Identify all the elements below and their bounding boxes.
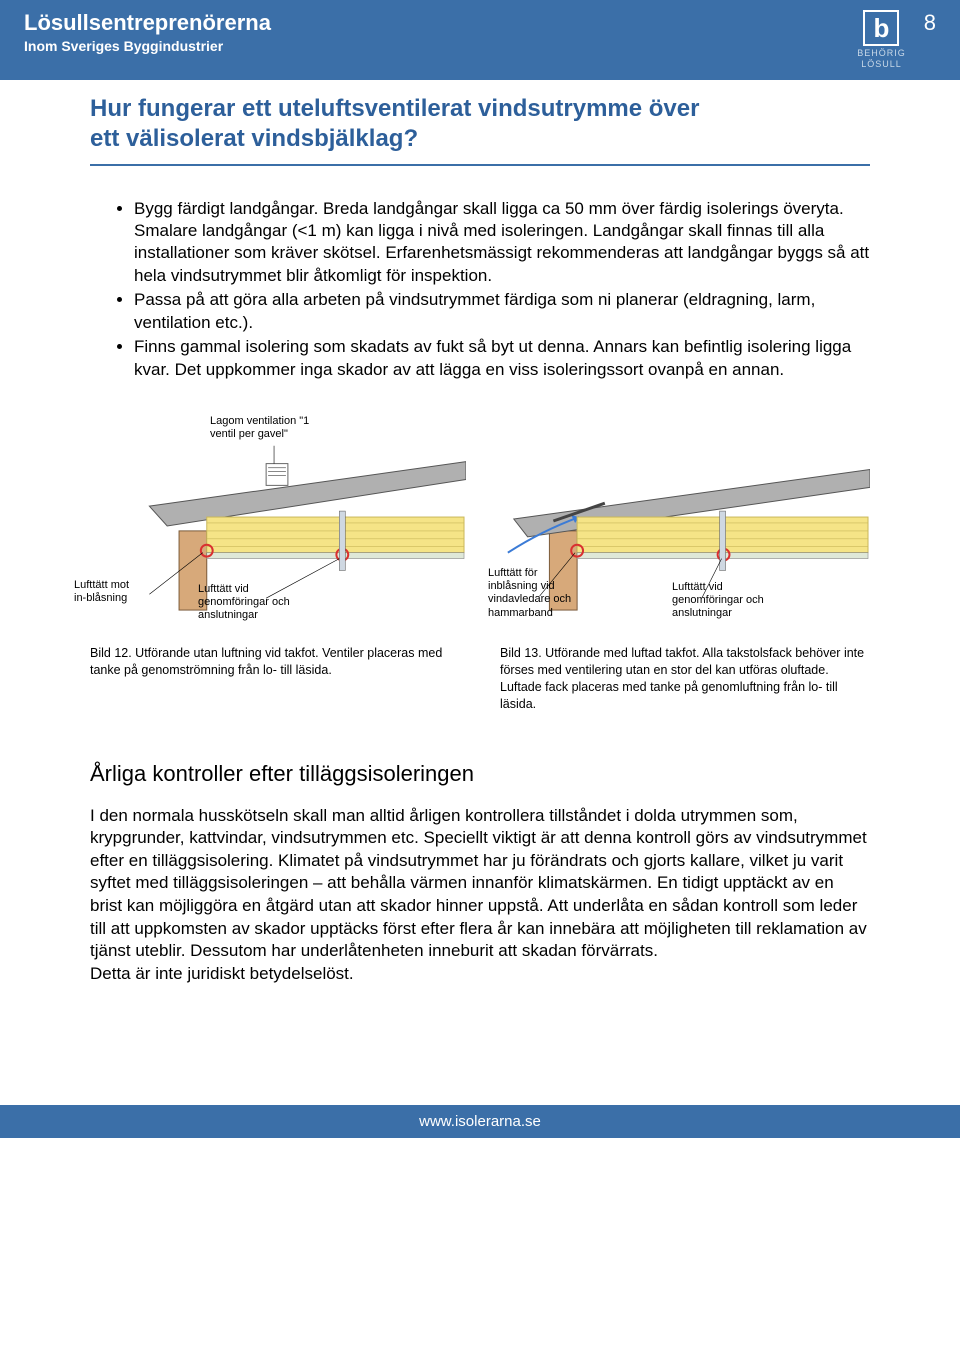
fig-left-annot-br: Lufttätt vid genomföringar och anslutnin… (198, 583, 308, 623)
header-bar: Lösullsentreprenörerna Inom Sveriges Byg… (0, 0, 960, 80)
bullet-item: Passa på att göra alla arbeten på vindsu… (134, 289, 870, 334)
caption-left: Bild 12. Utförande utan luftning vid tak… (90, 645, 460, 713)
header-right: b BEHÖRIG LÖSULL 8 (857, 10, 936, 70)
header-subtitle: Inom Sveriges Byggindustrier (24, 38, 271, 54)
bullet-item: Bygg färdigt landgångar. Breda landgånga… (134, 198, 870, 288)
logo-line1: BEHÖRIG (857, 48, 906, 58)
logo-line2: LÖSULL (861, 59, 902, 69)
section-title-line1: Hur fungerar ett uteluftsventilerat vind… (90, 95, 699, 122)
figure-right: Lufttätt för inblåsning vid vindavledare… (494, 421, 870, 621)
fig-right-annot-br: Lufttätt vid genomföringar och anslutnin… (672, 581, 782, 621)
section-title-line2: ett välisolerat vindsbjälklag? (90, 125, 418, 152)
logo-icon: b (863, 10, 899, 46)
header-title: Lösullsentreprenörerna (24, 10, 271, 36)
subsection-heading: Årliga kontroller efter tilläggsisolerin… (90, 761, 870, 787)
page-content: Hur fungerar ett uteluftsventilerat vind… (0, 80, 960, 1016)
fig-right-annot-bl: Lufttätt för inblåsning vid vindavledare… (488, 567, 580, 620)
bullet-list: Bygg färdigt landgångar. Breda landgånga… (90, 198, 870, 382)
logo-text: BEHÖRIG LÖSULL (857, 48, 906, 70)
figures-row: Lagom ventilation "1 ventil per gavel" (90, 421, 870, 621)
bullet-item: Finns gammal isolering som skadats av fu… (134, 336, 870, 381)
section-title: Hur fungerar ett uteluftsventilerat vind… (90, 94, 870, 154)
logo: b BEHÖRIG LÖSULL (857, 10, 906, 70)
body-paragraph: I den normala husskötseln skall man allt… (90, 805, 870, 986)
divider (90, 164, 870, 166)
page-number: 8 (924, 10, 936, 36)
figure-left: Lagom ventilation "1 ventil per gavel" (90, 421, 466, 621)
logo-glyph: b (874, 13, 890, 44)
footer: www.isolerarna.se (0, 1105, 960, 1138)
figure-captions: Bild 12. Utförande utan luftning vid tak… (90, 645, 870, 713)
footer-url: www.isolerarna.se (419, 1113, 541, 1130)
header-left: Lösullsentreprenörerna Inom Sveriges Byg… (24, 10, 271, 54)
fig-left-annot-bl: Lufttätt mot in-blåsning (74, 579, 134, 605)
caption-right: Bild 13. Utförande med luftad takfot. Al… (500, 645, 870, 713)
